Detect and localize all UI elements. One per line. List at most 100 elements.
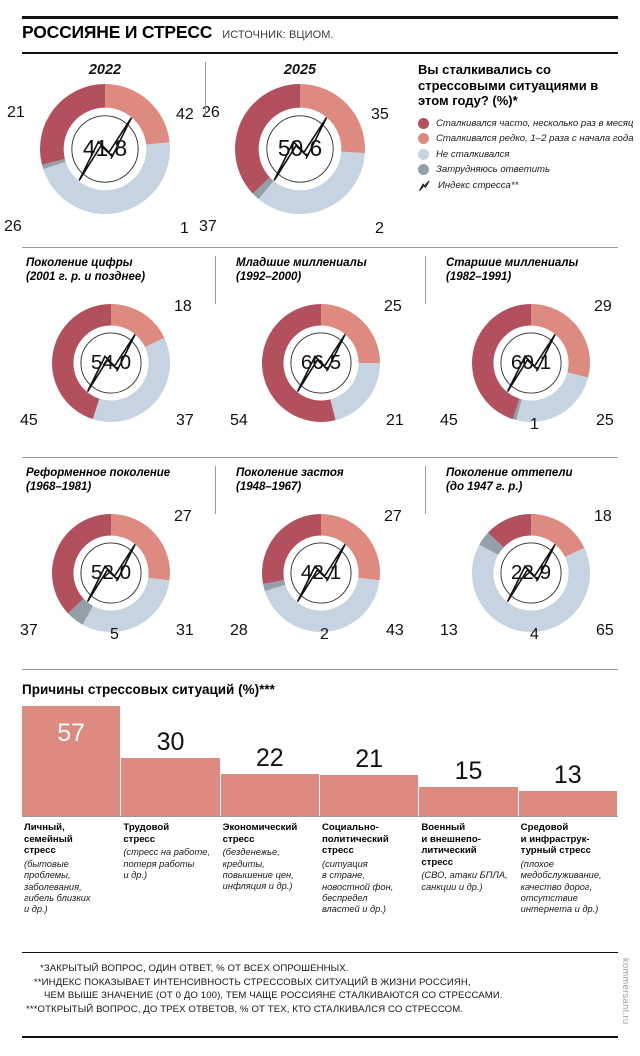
bar-caption-sub: (безденежье, кредиты, повышение цен, инфляц…: [222, 847, 294, 892]
donut-segment: [52, 514, 111, 614]
bar-caption: Военный и внешнепо-литический стресс (СВО, …: [421, 822, 512, 893]
donut-chart: 22,9: [472, 514, 590, 632]
generation-title-line2: (1992–2000): [236, 271, 302, 283]
donut-value-label: 26: [202, 104, 220, 121]
year-donut-2022: 2022 41,8 21 42 1 26: [4, 62, 194, 237]
bar-value-label: 30: [156, 728, 185, 756]
bar-caption-sub: (ситуация в стране, новостной фон, беспреде…: [322, 858, 394, 915]
bar: [320, 775, 419, 816]
index-circle: [80, 332, 142, 394]
legend-items: Сталкивался часто, несколько раз в месяц…: [418, 117, 634, 175]
generation-title: Реформенное поколение (1968–1981): [26, 466, 236, 494]
bar: [121, 758, 220, 816]
donut-value-label: 2: [375, 220, 384, 237]
legend-index-label: Индекс стресса**: [438, 180, 519, 191]
legend: Вы сталкивались со стрессовыми ситуациям…: [418, 62, 634, 196]
stress-index-marker: [273, 117, 328, 181]
bar-caption-name: Военный и внешнепо-литический стресс: [421, 822, 481, 868]
stress-index-value: 52,0: [91, 561, 131, 584]
generation-title-line2: (1948–1967): [236, 481, 302, 493]
bar-caption-name: Трудовой стресс: [123, 822, 170, 845]
bar-column: 22: [220, 706, 319, 816]
donut-segment: [111, 514, 170, 581]
donut-value-label: 45: [440, 412, 458, 429]
stress-index-marker: [86, 333, 136, 393]
year-label: 2022: [88, 62, 122, 78]
stress-index-marker: [506, 333, 556, 393]
generation-title-line1: Поколение оттепели: [446, 467, 573, 479]
stress-index-marker: [296, 543, 346, 603]
legend-item-index: Индекс стресса**: [418, 180, 630, 192]
donut-segment: [105, 84, 170, 145]
footnote-line-0: *ЗАКРЫТЫЙ ВОПРОС, ОДИН ОТВЕТ, % ОТ ВСЕХ …: [40, 963, 349, 974]
legend-item-1: Сталкивался редко, 1–2 раза с начала год…: [418, 133, 634, 144]
donut-value-label: 2: [320, 626, 329, 643]
donut-wrap: 42,1: [262, 514, 380, 632]
header: РОССИЯНЕ И СТРЕСС ИСТОЧНИК: ВЦИОМ.: [22, 22, 334, 43]
donut-value-label: 26: [4, 218, 22, 235]
bar-column: 30: [121, 706, 220, 816]
legend-label: Сталкивался часто, несколько раз в месяц: [436, 117, 634, 129]
donut-segment: [262, 514, 321, 585]
gen-divider-3: [215, 466, 217, 514]
gen-divider-4: [425, 466, 427, 514]
donut-value-label: 1: [180, 220, 189, 237]
index-circle: [71, 115, 139, 183]
stress-index-marker: [86, 543, 136, 603]
donut-value-label: 42: [176, 106, 194, 123]
bar-caption: Средовой и инфраструк-турный стресс (плохо…: [521, 822, 612, 916]
stress-index-value: 22,9: [511, 561, 551, 584]
index-circle: [290, 542, 352, 604]
donut-segment: [300, 84, 365, 154]
donut-segment: [531, 514, 585, 558]
bar-caption-sub: (стресс на работе, потеря работы и др.): [123, 847, 210, 880]
donut-chart: 52,0: [52, 514, 170, 632]
generation-title-line2: (1982–1991): [446, 271, 512, 283]
generation-title: Поколение застоя (1948–1967): [236, 466, 446, 494]
donut-segment: [92, 337, 170, 422]
generation-title-line1: Поколение цифры: [26, 257, 133, 269]
bars-chart: 57 30 22 21 15 13: [22, 706, 618, 816]
stress-index-marker: [296, 333, 346, 393]
donut-value-label: 25: [596, 412, 614, 429]
page-title: РОССИЯНЕ И СТРЕСС: [22, 22, 213, 42]
donut-segment: [479, 532, 504, 555]
donut-chart: 42,1: [262, 514, 380, 632]
year-label: 2025: [283, 62, 317, 78]
bar-column: 15: [419, 706, 518, 816]
donut-value-label: 18: [594, 508, 612, 525]
donut-wrap: 54,0: [52, 304, 170, 422]
donut-segment: [472, 304, 531, 420]
generations-rule-3: [22, 669, 618, 671]
bar-caption-name: Средовой и инфраструк-турный стресс: [520, 822, 591, 857]
donut-segment: [235, 84, 300, 194]
donut-value-label: 13: [440, 622, 458, 639]
donut-wrap: 66,5: [262, 304, 380, 422]
gen-divider-2: [425, 256, 427, 304]
donut-segment: [531, 304, 590, 378]
donut-value-label: 21: [7, 104, 25, 121]
bar-caption: Трудовой стресс (стресс на работе, потеря р…: [123, 822, 214, 881]
donut-value-label: 37: [176, 412, 194, 429]
generation-title-line1: Реформенное поколение: [26, 467, 171, 479]
donut-wrap: 22,9: [472, 514, 590, 632]
year-divider: [205, 62, 207, 114]
watermark: kommersant.ru: [621, 958, 631, 1025]
header-rule: [22, 52, 618, 54]
legend-label: Сталкивался редко, 1–2 раза с начала год…: [436, 133, 634, 144]
index-circle: [80, 542, 142, 604]
bar: [220, 774, 319, 816]
bar-caption-name: Социально-политический стресс: [322, 822, 389, 857]
donut-segment: [264, 577, 380, 632]
bars-baseline: [22, 816, 618, 818]
donut-wrap: 50,6: [235, 84, 365, 214]
stress-index-marker: [506, 543, 556, 603]
donut-segment: [321, 304, 380, 363]
legend-item-0: Сталкивался часто, несколько раз в месяц: [418, 117, 634, 129]
donut-chart: 41,8: [40, 84, 170, 214]
donut-segment: [487, 514, 531, 548]
donut-segment: [263, 580, 286, 592]
donut-segment: [111, 304, 165, 348]
bar-value-label: 21: [355, 745, 384, 773]
